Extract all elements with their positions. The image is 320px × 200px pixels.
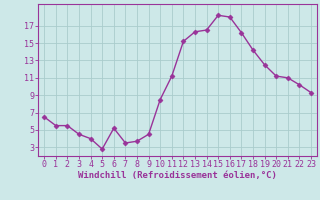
X-axis label: Windchill (Refroidissement éolien,°C): Windchill (Refroidissement éolien,°C) [78,171,277,180]
